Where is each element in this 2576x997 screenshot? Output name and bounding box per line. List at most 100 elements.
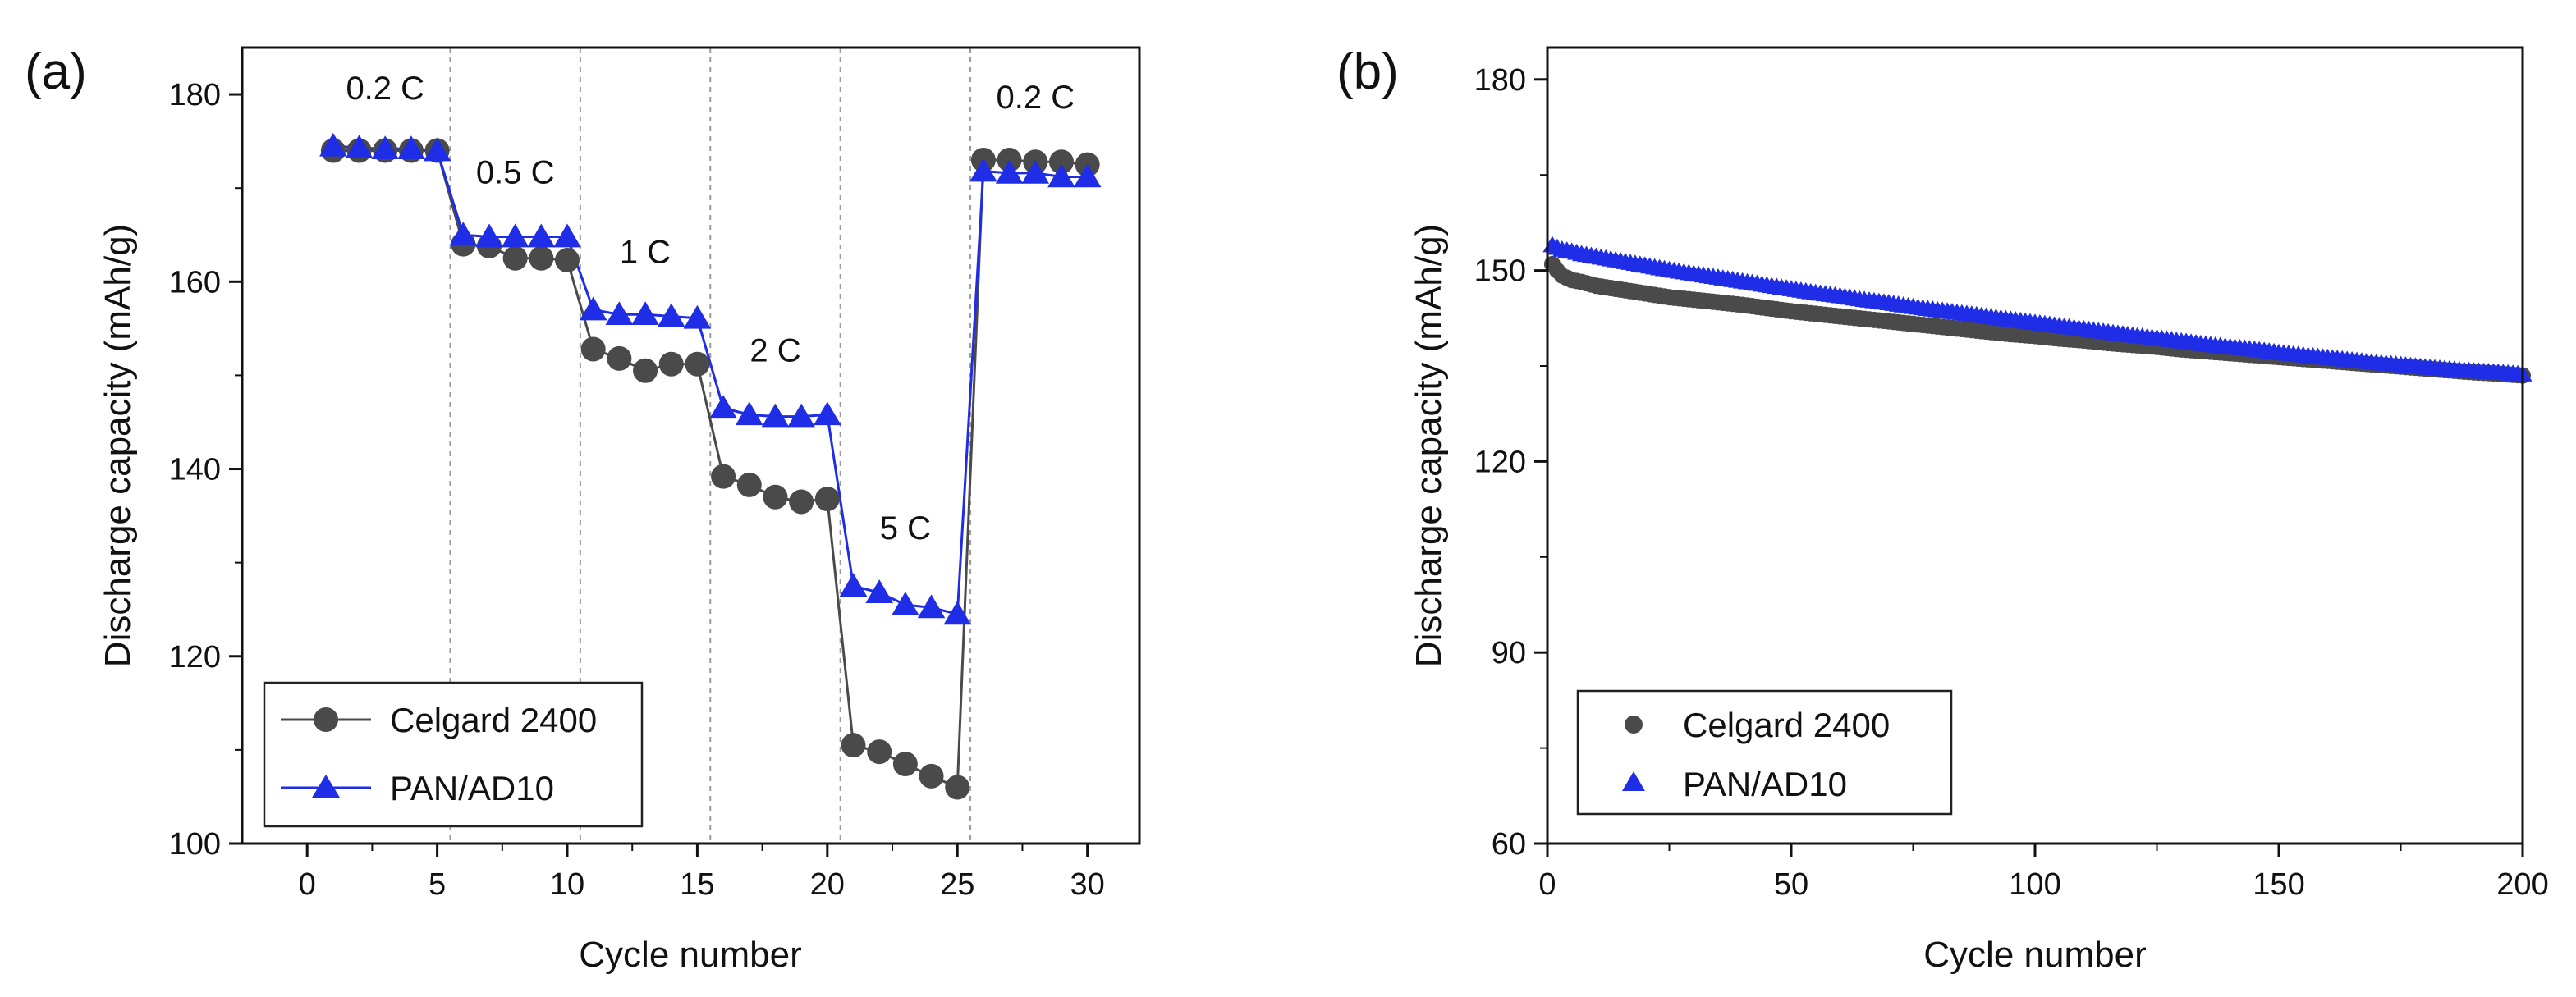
rate-label-4: 5 C: [880, 510, 931, 547]
panel-b-x-ticks: 0 50 100 150 200: [1538, 844, 2549, 902]
data-point-a-s1-10: [553, 223, 581, 248]
panel-b-y-axis-title: Discharge capacity (mAh/g): [1409, 224, 1449, 667]
data-point-a-s1-25: [943, 601, 972, 625]
legend-a-pan-marker: [312, 775, 340, 798]
data-point-a-s1-13: [631, 301, 659, 326]
data-point-a-s0-25: [945, 775, 970, 800]
data-point-a-s1-20: [814, 401, 841, 426]
x-tick-label-b-50: 50: [1774, 867, 1808, 902]
panel-a-x-axis-title: Cycle number: [579, 935, 801, 975]
legend-a-pan-label: PAN/AD10: [390, 769, 554, 807]
data-point-a-s0-20: [814, 487, 840, 512]
data-point-a-s1-15: [683, 304, 712, 329]
y-tick-label-b-150: 150: [1474, 254, 1526, 289]
panel-a-plot-frame: [241, 46, 1141, 845]
data-point-a-s0-29: [1048, 149, 1074, 175]
data-point-a-s1-9: [527, 223, 556, 248]
y-tick-label-b-180: 180: [1474, 63, 1526, 98]
data-point-a-s0-13: [633, 358, 658, 383]
y-tick-label-a-140: 140: [169, 453, 221, 487]
x-tick-label-a-15: 15: [680, 867, 714, 902]
panel-a-series: [319, 132, 1102, 800]
data-point-a-s1-5: [423, 137, 451, 162]
x-tick-label-a-5: 5: [429, 867, 446, 902]
data-point-a-s0-18: [763, 484, 788, 510]
data-point-a-s1-22: [865, 579, 893, 603]
data-point-a-s0-17: [736, 472, 762, 497]
panel-b-label: (b): [1336, 43, 1399, 100]
rate-label-5: 0.2 C: [996, 80, 1075, 116]
data-point-a-s1-27: [995, 159, 1024, 184]
x-tick-label-a-30: 30: [1070, 867, 1104, 902]
panel-a-y-ticks: 100 120 140 160 180: [169, 78, 242, 862]
data-point-a-s1-29: [1047, 163, 1075, 188]
data-point-a-s1-3: [371, 135, 400, 160]
data-point-a-s0-22: [867, 739, 892, 765]
data-point-a-s1-23: [892, 592, 919, 615]
x-tick-label-a-20: 20: [810, 867, 845, 902]
data-point-a-s0-10: [555, 248, 580, 273]
data-point-a-s1-8: [501, 223, 529, 248]
data-point-a-s0-16: [711, 464, 736, 489]
y-tick-label-a-120: 120: [169, 640, 221, 675]
data-point-a-s1-4: [397, 135, 425, 160]
data-point-a-s0-12: [607, 345, 632, 371]
data-point-a-s0-21: [841, 733, 866, 758]
data-point-a-s1-12: [605, 301, 634, 326]
panel-a-y-axis-title: Discharge capacity (mAh/g): [98, 224, 138, 667]
y-tick-label-b-60: 60: [1492, 827, 1526, 862]
panel-a-legend: Celgard 2400 PAN/AD10: [263, 681, 644, 828]
data-point-a-s1-28: [1021, 159, 1050, 184]
data-point-a-s1-2: [345, 135, 374, 158]
data-point-a-s1-18: [761, 403, 790, 428]
legend-b-pan-label: PAN/AD10: [1683, 765, 1847, 803]
panel-a-axes: [241, 46, 1141, 845]
data-point-a-s1-1: [319, 132, 347, 157]
data-point-a-s1-7: [475, 223, 503, 248]
data-point-a-s1-30: [1073, 163, 1102, 188]
x-tick-label-b-0: 0: [1538, 867, 1556, 902]
panel-a-rate-labels: 0.2 C 0.5 C 1 C 2 C 5 C 0.2 C: [346, 71, 1075, 547]
data-point-a-s0-9: [529, 245, 554, 271]
panel-b-series: [1542, 236, 2532, 384]
rate-label-3: 2 C: [749, 332, 800, 368]
y-tick-label-a-180: 180: [169, 78, 221, 112]
legend-b-pan-marker: [1622, 771, 1645, 791]
legend-b-celgard-label: Celgard 2400: [1683, 706, 1890, 744]
panel-a-x-ticks: 0 5 10 15 20 25 30: [299, 844, 1105, 902]
data-point-a-s1-21: [839, 573, 868, 597]
data-point-a-s0-23: [892, 752, 918, 776]
panel-b-legend-box: [1576, 689, 1953, 816]
data-point-a-s0-14: [658, 351, 684, 377]
rate-label-0: 0.2 C: [346, 71, 424, 107]
x-tick-label-a-10: 10: [550, 867, 584, 902]
data-point-a-s0-11: [580, 336, 606, 362]
x-tick-label-b-150: 150: [2253, 867, 2304, 902]
y-tick-label-b-90: 90: [1492, 636, 1526, 670]
rate-label-2: 1 C: [620, 234, 671, 270]
x-tick-label-b-200: 200: [2496, 867, 2548, 902]
rate-label-1: 0.5 C: [476, 154, 555, 190]
data-point-a-s0-15: [685, 351, 710, 377]
panel-b-chart: (b) 0 50 100 150 200 60 90 120 150 180 Cycle num…: [1336, 43, 2549, 975]
legend-b-celgard-marker: [1625, 716, 1643, 734]
y-tick-label-a-160: 160: [169, 265, 221, 300]
x-tick-label-b-100: 100: [2009, 867, 2060, 902]
series-line-a-1: [332, 144, 1088, 616]
data-point-a-s1-16: [709, 395, 737, 419]
data-point-a-s1-6: [449, 222, 478, 246]
data-point-a-s1-24: [917, 594, 946, 619]
x-tick-label-a-0: 0: [299, 867, 316, 902]
data-point-a-s1-17: [735, 401, 763, 426]
legend-a-celgard-marker: [314, 707, 338, 732]
y-tick-label-a-100: 100: [169, 827, 221, 862]
data-point-a-s1-14: [657, 303, 685, 327]
panel-a-legend-box: [263, 681, 644, 828]
data-point-a-s1-26: [969, 158, 997, 182]
data-point-a-s0-24: [919, 763, 944, 789]
data-point-a-s0-19: [789, 489, 814, 515]
data-point-a-s1-11: [579, 296, 607, 321]
panel-b-legend: Celgard 2400 PAN/AD10: [1576, 689, 1953, 816]
